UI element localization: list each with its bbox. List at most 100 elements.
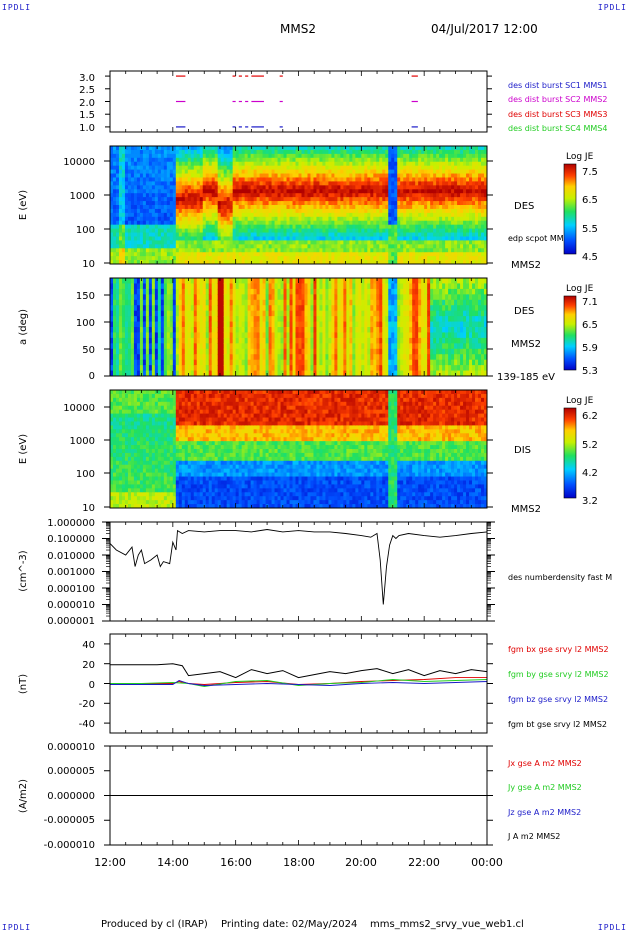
- des-energy-cell: [412, 228, 416, 234]
- des-energy-cell: [442, 236, 446, 241]
- des-energy-cell: [112, 173, 117, 179]
- des-pitch-cell: [226, 332, 231, 339]
- des-energy-cell: [136, 228, 141, 234]
- des-energy-cell: [226, 240, 231, 245]
- des-energy-cell: [259, 197, 264, 202]
- des-energy-cell: [145, 228, 150, 234]
- des-energy-cell: [298, 252, 303, 257]
- des-pitch-cell: [265, 348, 270, 355]
- des-energy-cell: [484, 244, 487, 249]
- des-pitch-cell: [148, 337, 153, 344]
- des-energy-cell: [343, 208, 347, 214]
- des-pitch-cell: [133, 321, 138, 328]
- des-energy-cell: [343, 248, 347, 253]
- des-energy-cell: [430, 189, 434, 194]
- des-energy-cell: [121, 240, 126, 245]
- des-energy-cell: [247, 216, 252, 222]
- des-energy-cell: [247, 244, 252, 249]
- des-energy-cell: [478, 220, 482, 226]
- des-energy-cell: [139, 256, 144, 261]
- des-pitch-cell: [133, 327, 138, 334]
- des-energy-cell: [286, 216, 291, 222]
- des-energy-cell: [187, 216, 192, 222]
- des-energy-cell: [160, 146, 165, 151]
- des-energy-cell: [460, 149, 464, 155]
- des-energy-cell: [283, 146, 288, 151]
- des-pitch-cell: [187, 327, 192, 334]
- des-pitch-cell: [283, 299, 288, 306]
- des-energy-cell: [460, 146, 464, 151]
- des-energy-cell: [184, 146, 189, 151]
- des-energy-cell: [406, 146, 410, 151]
- des-energy-cell: [334, 201, 338, 206]
- des-pitch-cell: [214, 348, 219, 355]
- des-energy-cell: [460, 252, 464, 257]
- des-energy-cell: [190, 161, 195, 167]
- des-energy-cell: [157, 212, 162, 218]
- des-pitch-cell: [118, 359, 123, 366]
- des-energy-cell: [214, 153, 219, 159]
- des-pitch-cell: [268, 337, 273, 344]
- des-energy-label-des: DES: [514, 201, 534, 212]
- des-energy-cell: [451, 169, 455, 175]
- des-energy-cell: [439, 169, 443, 175]
- des-energy-cell: [433, 149, 437, 155]
- des-pitch-cell: [181, 294, 186, 301]
- des-energy-cell: [439, 212, 443, 218]
- des-energy-cell: [439, 173, 443, 179]
- des-energy-cell: [253, 157, 258, 163]
- des-energy-cell: [244, 173, 249, 179]
- des-energy-cell: [451, 189, 455, 194]
- des-energy-cell: [184, 224, 189, 230]
- des-energy-cell: [427, 201, 431, 206]
- des-energy-cell: [121, 232, 126, 238]
- des-energy-cell: [322, 193, 327, 198]
- des-energy-cell: [394, 256, 398, 261]
- des-pitch-cell: [277, 370, 282, 376]
- des-pitch-cell: [199, 348, 204, 355]
- des-energy-cell: [334, 260, 338, 264]
- des-pitch-cell: [241, 294, 246, 301]
- des-energy-cell: [220, 244, 225, 249]
- des-energy-cell: [139, 153, 144, 159]
- des-energy-cell: [340, 256, 344, 261]
- des-energy-cell: [184, 220, 189, 226]
- des-energy-cell: [220, 224, 225, 230]
- des-pitch-cell: [244, 354, 249, 361]
- des-energy-cell: [370, 260, 374, 264]
- des-energy-cell: [391, 240, 395, 245]
- des-pitch-cell: [142, 343, 147, 350]
- des-energy-cell: [313, 157, 318, 163]
- des-pitch-cell: [184, 316, 189, 323]
- des-energy-cell: [202, 240, 207, 245]
- des-energy-cell: [208, 256, 213, 261]
- des-energy-cell: [343, 161, 347, 167]
- des-energy-cell: [136, 169, 141, 175]
- des-energy-cell: [277, 248, 282, 253]
- des-energy-cell: [124, 260, 129, 264]
- des-energy-cell: [226, 181, 231, 186]
- des-pitch-cell: [157, 299, 162, 306]
- des-energy-cell: [415, 193, 419, 198]
- des-pitch-cell: [274, 283, 279, 290]
- des-pitch-cell: [151, 348, 156, 355]
- des-pitch-cell: [199, 343, 204, 350]
- des-pitch-cell: [136, 337, 141, 344]
- des-energy-cell: [124, 212, 129, 218]
- des-energy-cell: [472, 256, 476, 261]
- des-pitch-cell: [235, 370, 240, 376]
- des-pitch-cell: [253, 332, 258, 339]
- des-energy-cell: [115, 216, 120, 222]
- des-energy-cell: [151, 240, 156, 245]
- des-energy-cell: [361, 201, 365, 206]
- des-energy-cell: [193, 177, 198, 182]
- des-energy-cell: [427, 193, 431, 198]
- des-energy-cell: [127, 146, 132, 151]
- des-energy-cell: [337, 146, 341, 151]
- des-energy-cell: [448, 149, 452, 155]
- des-energy-cell: [325, 232, 330, 238]
- des-pitch-cell: [139, 365, 144, 372]
- des-energy-colorbar-tick: 4.5: [582, 252, 598, 263]
- des-energy-cell: [178, 149, 183, 155]
- des-energy-cell: [124, 185, 129, 190]
